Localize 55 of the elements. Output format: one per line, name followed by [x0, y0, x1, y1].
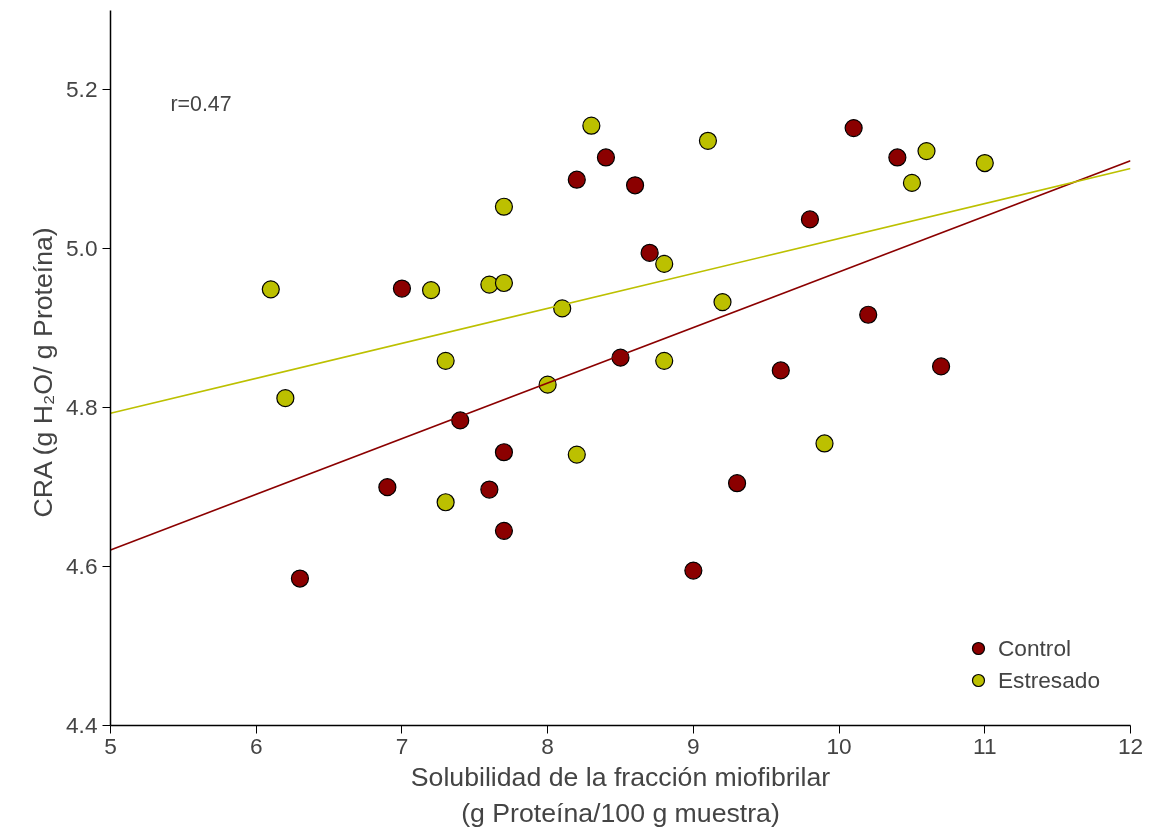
point [640, 243, 659, 262]
y-tick-label: 4.6 [66, 553, 98, 580]
point [684, 561, 703, 580]
point [917, 142, 936, 161]
point [713, 292, 732, 312]
point [655, 254, 674, 274]
point [494, 273, 514, 293]
point [582, 116, 601, 135]
point [553, 299, 572, 318]
point [451, 411, 470, 430]
point [436, 351, 455, 370]
point [698, 131, 718, 150]
point [888, 148, 907, 167]
point [625, 176, 645, 195]
x-axis-title: Solubilidad de la fracción miofibrilar (g Proteína/100 g muestra) [410, 761, 831, 828]
y-tick-label: 5.2 [66, 76, 98, 103]
y-tick-label: 4.4 [66, 712, 98, 738]
annotation: r=0.47 [170, 91, 232, 116]
point [494, 197, 514, 216]
point [771, 361, 790, 380]
point [727, 474, 747, 493]
x-tick-label: 6 [249, 732, 263, 759]
point [421, 281, 441, 300]
x-tick-label: 10 [826, 732, 852, 759]
legend-label: Estresado [997, 666, 1100, 694]
point [931, 357, 951, 376]
x-tick-label: 7 [395, 732, 409, 759]
legend-label: Control [997, 634, 1072, 662]
point [655, 351, 674, 370]
point [494, 443, 514, 462]
point [480, 480, 499, 499]
point [378, 478, 397, 497]
point [596, 148, 616, 167]
x-tick-label: 11 [973, 732, 997, 759]
point [815, 434, 834, 453]
point [494, 521, 514, 540]
point [859, 305, 878, 324]
point [392, 279, 412, 298]
x-tick-label: 9 [687, 732, 700, 759]
y-axis-title: CRA (g H₂O/ g Proteína) [28, 227, 58, 518]
point [567, 445, 586, 464]
point [800, 210, 820, 229]
x-tick-label: 8 [541, 732, 554, 759]
point [844, 118, 863, 138]
point [902, 173, 922, 192]
y-tick-label: 5.0 [66, 235, 98, 262]
point [567, 170, 586, 189]
x-tick-label: 12 [1117, 732, 1144, 759]
y-tick-label: 4.8 [66, 394, 98, 421]
point [276, 389, 295, 408]
point [290, 569, 310, 588]
point [975, 153, 994, 173]
point [261, 280, 280, 299]
point [436, 493, 455, 512]
x-tick-label: 5 [104, 732, 117, 759]
